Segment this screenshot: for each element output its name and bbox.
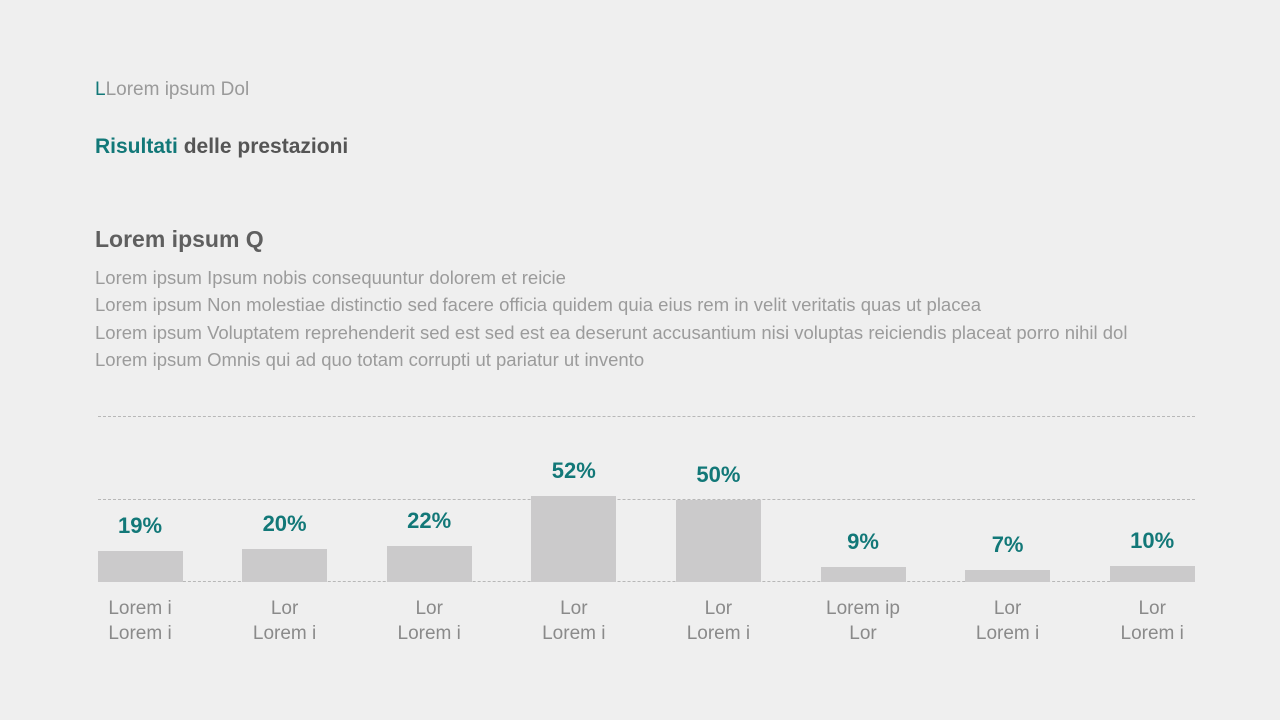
category-label: Lor Lorem i xyxy=(975,598,1040,644)
category-label: Lor Lorem i xyxy=(542,598,606,644)
title-highlight: Risultati xyxy=(95,135,178,158)
bar xyxy=(820,567,906,582)
value-label: 19% xyxy=(117,512,163,538)
value-label: 52% xyxy=(551,458,596,484)
bar xyxy=(965,570,1051,582)
category-label: Lorem i Lorem i xyxy=(108,598,172,644)
bar xyxy=(242,549,328,582)
bar xyxy=(97,550,183,582)
category-label: Lorem ip Lor xyxy=(826,598,900,644)
body-line: Lorem ipsum Non molestiae distinctio sed… xyxy=(95,294,982,316)
section-heading: Lorem ipsum Q xyxy=(95,226,264,252)
category-label: Lor Lorem i xyxy=(1120,598,1184,644)
value-label: 22% xyxy=(407,507,452,533)
category-label: Lor Lorem i xyxy=(252,598,317,644)
kicker-mark: L xyxy=(95,79,106,100)
value-label: 9% xyxy=(847,529,879,555)
category-label: Lor Lorem i xyxy=(397,598,461,644)
kicker: LLorem ipsum Dol xyxy=(95,79,249,101)
title: Risultati delle prestazioni xyxy=(95,135,348,159)
grid-line xyxy=(98,581,1195,583)
kicker-text: Lorem ipsum Dol xyxy=(105,79,250,100)
value-label: 50% xyxy=(696,461,741,487)
bar xyxy=(386,545,472,582)
grid-line xyxy=(98,498,1195,500)
value-label: 20% xyxy=(262,511,307,536)
body-line: Lorem ipsum Ipsum nobis consequuntur dol… xyxy=(95,267,566,288)
bar xyxy=(1109,565,1195,582)
category-label: Lor Lorem i xyxy=(686,598,751,644)
section-body: Lorem ipsum Ipsum nobis consequuntur dol… xyxy=(95,264,1185,373)
bar xyxy=(675,499,761,582)
value-label: 7% xyxy=(991,532,1024,558)
title-rest: delle prestazioni xyxy=(183,135,349,158)
body-line: Lorem ipsum Omnis qui ad quo totam corru… xyxy=(95,348,645,370)
value-label: 10% xyxy=(1130,527,1175,553)
grid-line xyxy=(98,416,1195,418)
body-line: Lorem ipsum Voluptatem reprehenderit sed… xyxy=(95,321,1128,343)
bar xyxy=(531,496,617,582)
